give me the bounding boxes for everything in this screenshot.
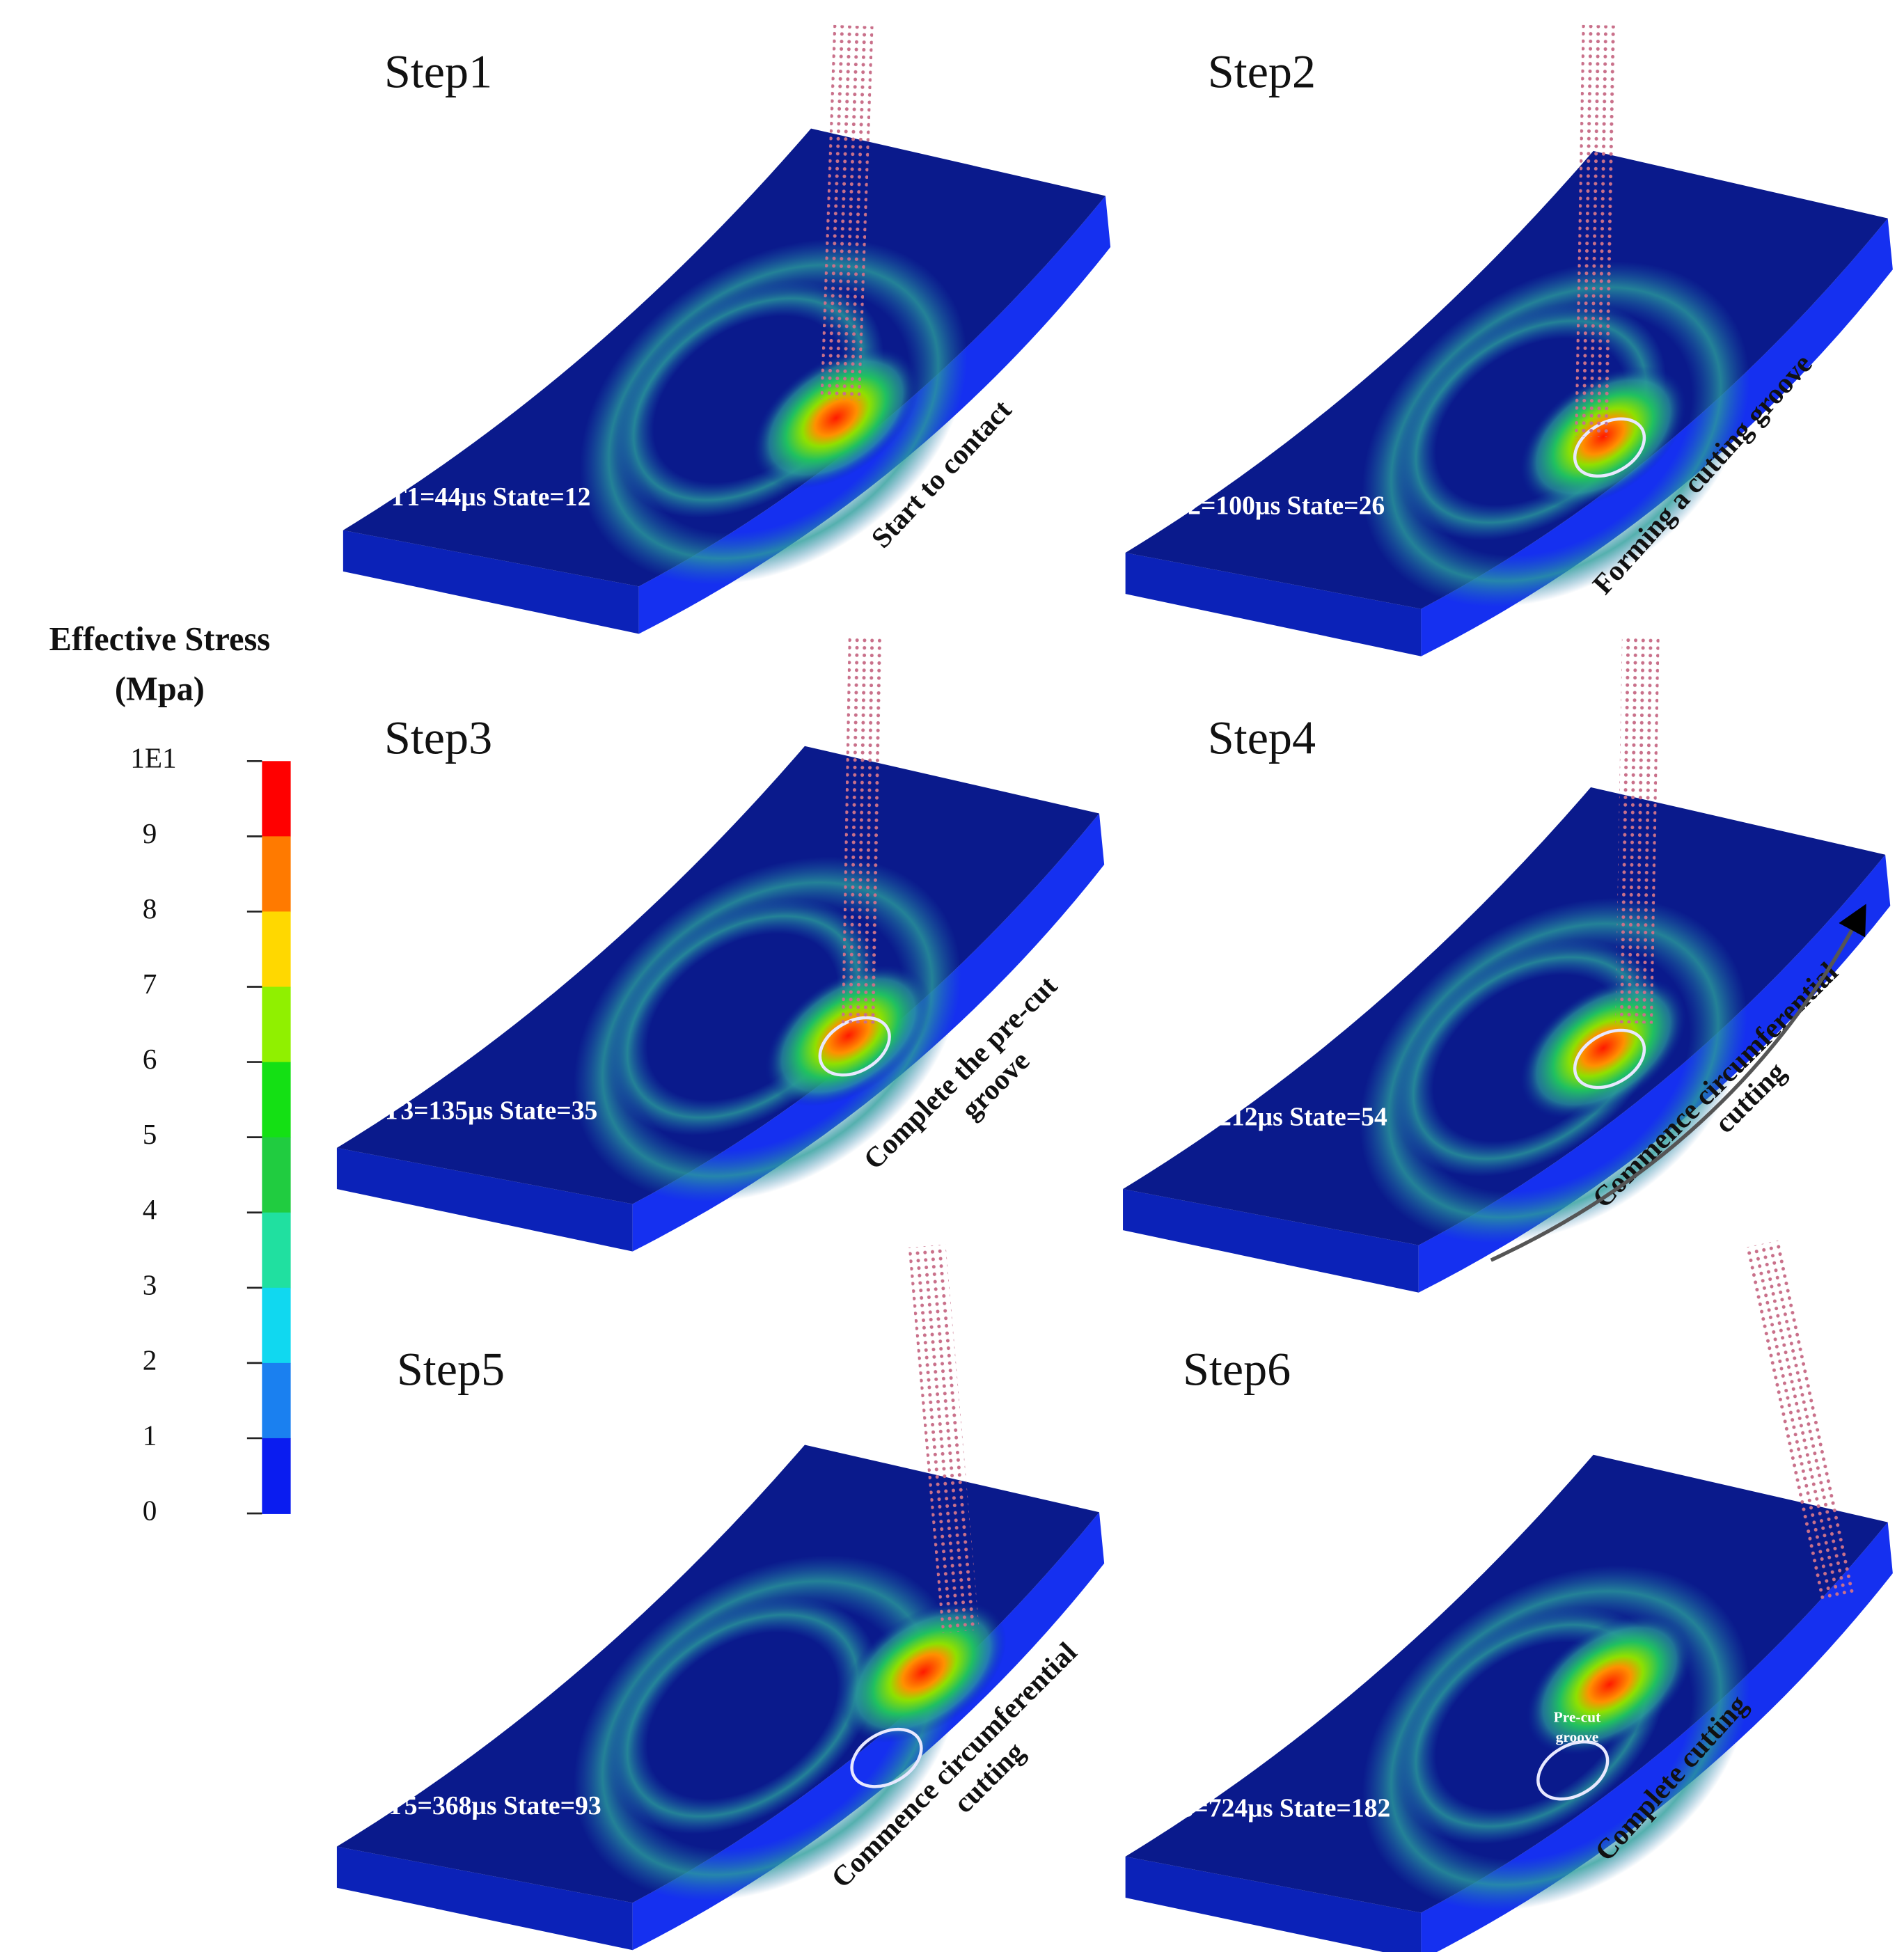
colorbar-segment (262, 1062, 291, 1138)
colorbar-segment (262, 836, 291, 913)
particle-column (1744, 1240, 1857, 1602)
plate (1125, 150, 1893, 656)
step-title: Step4 (1208, 711, 1316, 764)
colorbar-label: 3 (143, 1268, 157, 1300)
colorbar-label: 0 (143, 1494, 157, 1526)
colorbar-segment (262, 1212, 291, 1289)
colorbar-label: 1 (143, 1419, 157, 1451)
particle-column (842, 636, 883, 1024)
colorbar-segment (262, 1137, 291, 1213)
stress-zone (840, 1601, 1007, 1743)
colorbar-segment (262, 1438, 291, 1514)
groove-outline (818, 1016, 891, 1077)
step-title: Step5 (397, 1342, 505, 1395)
plate (1123, 787, 1891, 1293)
stress-wave (606, 1597, 878, 1834)
colorbar-label: 6 (143, 1043, 157, 1075)
plate-front (1125, 1856, 1422, 1952)
groove-outline (1536, 1740, 1610, 1801)
plate (336, 1445, 1105, 1951)
groove-outline (1573, 1028, 1646, 1089)
plate (343, 128, 1111, 634)
colorbar-label: 4 (143, 1193, 157, 1225)
plate-front (343, 530, 639, 634)
colorbar-label: 9 (143, 817, 157, 849)
particle-column (820, 24, 874, 401)
colorbar: Effective Stress (Mpa) 1E1 9 8 7 6 5 4 3 2 1 0 (49, 621, 291, 1526)
plate-front (1123, 1189, 1419, 1293)
colorbar-label: 2 (143, 1344, 157, 1376)
direction-arrow (1490, 904, 1866, 1262)
plate-front (1125, 552, 1422, 656)
time-state: T1=44µs State=12 (389, 482, 590, 512)
plate (336, 746, 1105, 1252)
particle-column (1615, 636, 1660, 1024)
stress-zone (753, 347, 920, 489)
step-title: Step2 (1208, 45, 1316, 97)
step-title: Step3 (384, 711, 492, 764)
step-title: Step6 (1183, 1342, 1291, 1395)
plate-front (336, 1147, 633, 1252)
colorbar-segment (262, 911, 291, 988)
colorbar-segment (262, 761, 291, 837)
colorbar-label: 5 (143, 1118, 157, 1150)
colorbar-label: 7 (143, 968, 157, 1000)
particle-column (1575, 24, 1617, 438)
colorbar-title: Effective Stress (49, 621, 270, 658)
time-state: T3=724µs State=182 (1163, 1794, 1390, 1823)
colorbar-label: 1E1 (130, 742, 176, 774)
step-title: Step1 (384, 45, 492, 97)
colorbar-title: (Mpa) (115, 670, 205, 707)
time-state: T2=100µs State=26 (1170, 491, 1385, 520)
time-state: T4=212µs State=54 (1173, 1103, 1387, 1132)
colorbar-segment (262, 1287, 291, 1364)
groove-label: groove (1556, 1729, 1599, 1745)
colorbar-segment (262, 986, 291, 1063)
time-state: T3=135µs State=35 (383, 1096, 597, 1126)
stress-zone (1526, 1614, 1693, 1756)
plate (1125, 1454, 1893, 1952)
stress-zone (765, 965, 932, 1107)
colorbar-label: 8 (143, 892, 157, 924)
plate-front (336, 1846, 633, 1951)
particle-column (908, 1244, 979, 1633)
colorbar-segment (262, 1362, 291, 1439)
groove-outline (850, 1727, 923, 1788)
groove-label: Pre-cut (1554, 1708, 1601, 1725)
time-state: T5=368µs State=93 (387, 1791, 601, 1820)
